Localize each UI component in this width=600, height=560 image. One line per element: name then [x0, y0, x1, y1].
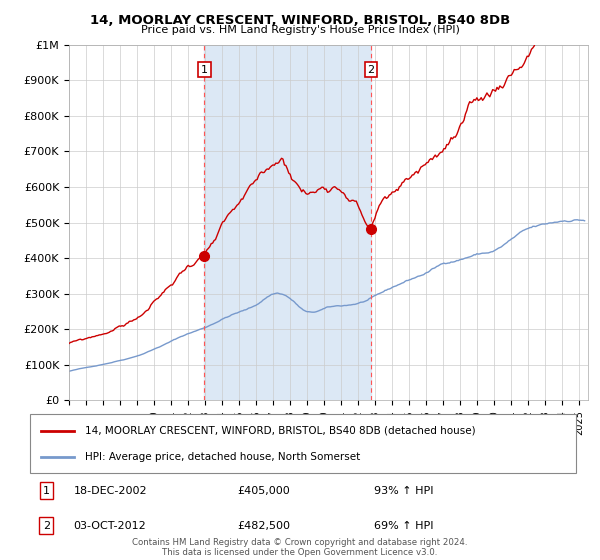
Text: £405,000: £405,000 [238, 486, 290, 496]
Text: 14, MOORLAY CRESCENT, WINFORD, BRISTOL, BS40 8DB: 14, MOORLAY CRESCENT, WINFORD, BRISTOL, … [90, 14, 510, 27]
Text: Price paid vs. HM Land Registry's House Price Index (HPI): Price paid vs. HM Land Registry's House … [140, 25, 460, 35]
Text: 03-OCT-2012: 03-OCT-2012 [74, 521, 146, 531]
Text: 93% ↑ HPI: 93% ↑ HPI [374, 486, 433, 496]
Text: 69% ↑ HPI: 69% ↑ HPI [374, 521, 433, 531]
Text: Contains HM Land Registry data © Crown copyright and database right 2024.
This d: Contains HM Land Registry data © Crown c… [132, 538, 468, 557]
Bar [205, 45, 371, 400]
Text: HPI: Average price, detached house, North Somerset: HPI: Average price, detached house, Nort… [85, 452, 360, 462]
Text: 18-DEC-2002: 18-DEC-2002 [74, 486, 148, 496]
Text: £482,500: £482,500 [238, 521, 290, 531]
Text: 14, MOORLAY CRESCENT, WINFORD, BRISTOL, BS40 8DB (detached house): 14, MOORLAY CRESCENT, WINFORD, BRISTOL, … [85, 426, 475, 436]
FancyBboxPatch shape [30, 414, 576, 473]
Text: 2: 2 [43, 521, 50, 531]
Text: 1: 1 [201, 65, 208, 74]
Text: 2: 2 [367, 65, 374, 74]
Text: 1: 1 [43, 486, 50, 496]
